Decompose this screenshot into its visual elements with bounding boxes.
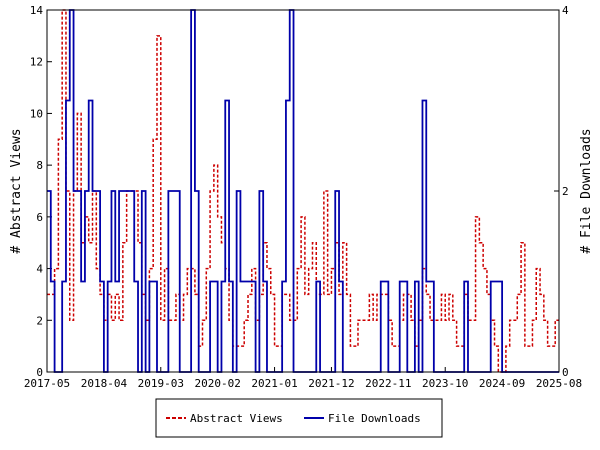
y-right-tick-label: 0 xyxy=(562,366,569,379)
y-left-tick-label: 10 xyxy=(30,107,43,120)
y-right-tick-label: 2 xyxy=(562,185,569,198)
legend-box xyxy=(155,398,443,438)
x-tick-label: 2025-08 xyxy=(536,377,582,390)
x-tick-label: 2023-10 xyxy=(422,377,468,390)
y-left-tick-label: 6 xyxy=(36,211,43,224)
y-left-tick-label: 8 xyxy=(36,159,43,172)
x-tick-label: 2020-02 xyxy=(194,377,240,390)
legend-label-file-downloads: File Downloads xyxy=(328,412,421,425)
x-tick-label: 2019-03 xyxy=(138,377,184,390)
plot-frame xyxy=(46,9,560,373)
y-left-axis: 0 2 4 6 8 10 12 14 xyxy=(30,4,52,379)
legend-label-abstract-views: Abstract Views xyxy=(190,412,283,425)
x-tick-label: 2021-01 xyxy=(251,377,297,390)
y-right-tick-label: 4 xyxy=(562,4,569,17)
y-left-tick-label: 0 xyxy=(36,366,43,379)
x-tick-label: 2017-05 xyxy=(24,377,70,390)
y-left-tick-label: 14 xyxy=(30,4,44,17)
y-left-tick-label: 12 xyxy=(30,56,43,69)
x-tick-label: 2024-09 xyxy=(479,377,525,390)
x-axis: 2017-05 2018-04 2019-03 2020-02 2021-01 2021-… xyxy=(24,367,582,390)
y-left-axis-title: # Abstract Views xyxy=(9,128,24,253)
series-line-abstract-views xyxy=(47,9,559,373)
y-left-tick-label: 4 xyxy=(36,263,43,276)
x-tick-label: 2021-12 xyxy=(308,377,354,390)
legend: Abstract Views File Downloads xyxy=(155,398,443,438)
y-right-axis-title: # File Downloads xyxy=(579,128,594,253)
y-left-tick-label: 2 xyxy=(36,314,43,327)
x-tick-label: 2018-04 xyxy=(81,377,128,390)
x-tick-label: 2022-11 xyxy=(365,377,411,390)
